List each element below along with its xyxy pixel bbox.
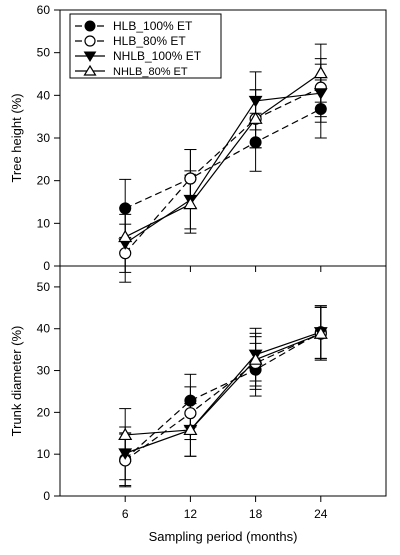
- bottom-panel-frame: [59, 265, 387, 497]
- legend-label-hlb-100: HLB_100% ET: [113, 19, 193, 33]
- top-y-tick-label: 30: [37, 131, 51, 145]
- top-series-line-hlb-80: [124, 87, 322, 254]
- bottom-point-hlb-100: [184, 394, 197, 407]
- bottom-point-hlb-80: [184, 407, 197, 420]
- x-axis-title: Sampling period (months): [149, 529, 298, 544]
- bottom-y-tick-label: 20: [37, 405, 51, 419]
- top-point-hlb-100: [314, 102, 327, 115]
- bottom-series-line-hlb-80: [124, 333, 322, 461]
- legend: HLB_100% ET HLB_80% ET NHLB_100% ET NHLB…: [69, 13, 222, 79]
- legend-entry-hlb-100: HLB_100% ET: [75, 19, 193, 33]
- top-point-nhlb-80: [118, 229, 133, 243]
- bottom-x-tick-label: 6: [122, 507, 129, 521]
- top-y-axis-title: Tree height (%): [9, 93, 24, 182]
- top-y-tick-label: 40: [37, 88, 51, 102]
- bottom-point-nhlb-80: [248, 352, 263, 365]
- top-point-hlb-100: [119, 202, 132, 215]
- legend-entry-hlb-80: HLB_80% ET: [75, 34, 186, 48]
- legend-label-hlb-80: HLB_80% ET: [113, 34, 186, 48]
- legend-entry-nhlb-80: NHLB_80% ET: [75, 64, 188, 78]
- bottom-series-line-nhlb-100: [124, 331, 321, 454]
- bottom-point-nhlb-80: [183, 422, 198, 436]
- bottom-y-tick-label: 40: [37, 322, 51, 336]
- bottom-series-line-hlb-100: [124, 331, 322, 460]
- bottom-y-axis-title: Trunk diameter (%): [9, 326, 24, 437]
- top-y-tick-label: 60: [37, 3, 51, 17]
- bottom-x-tick-label: 12: [184, 507, 198, 521]
- top-point-nhlb-80: [183, 196, 198, 210]
- bottom-plot-area: 0 10 20 30 40 50 6 12 18 24: [37, 280, 328, 521]
- bottom-point-nhlb-80: [313, 326, 328, 339]
- bottom-series-line-nhlb-80: [125, 333, 322, 436]
- bottom-y-tick-label: 50: [37, 280, 51, 294]
- top-point-hlb-100: [249, 136, 262, 149]
- legend-marker-filled-circle-icon: [84, 20, 96, 32]
- bottom-y-tick-label: 30: [37, 364, 51, 378]
- top-y-tick-label: 20: [37, 174, 51, 188]
- bottom-point-nhlb-80: [118, 427, 133, 441]
- top-point-nhlb-100: [313, 88, 328, 100]
- legend-label-nhlb-100: NHLB_100% ET: [113, 49, 202, 63]
- bottom-x-tick-label: 18: [249, 507, 263, 521]
- top-plot-area: 0 10 20 30 40 50 60: [37, 3, 328, 283]
- bottom-point-nhlb-100: [118, 448, 133, 460]
- bottom-y-tick-label: 0: [43, 489, 50, 503]
- top-point-nhlb-80: [313, 65, 328, 79]
- top-series-line-nhlb-80: [124, 72, 322, 238]
- legend-marker-filled-triangle-down-icon: [83, 51, 97, 62]
- bottom-y-tick-label: 10: [37, 447, 51, 461]
- top-series-line-hlb-100: [124, 108, 322, 209]
- top-y-tick-label: 0: [43, 259, 50, 273]
- legend-entry-nhlb-100: NHLB_100% ET: [75, 49, 202, 63]
- bottom-x-tick-label: 24: [314, 507, 328, 521]
- legend-marker-open-triangle-up-icon: [83, 64, 97, 76]
- top-point-nhlb-80: [248, 111, 263, 124]
- legend-label-nhlb-80: NHLB_80% ET: [113, 66, 188, 78]
- legend-marker-open-circle-icon: [84, 35, 96, 47]
- top-y-tick-label: 10: [37, 216, 51, 230]
- top-y-tick-label: 50: [37, 46, 51, 60]
- top-point-nhlb-100: [248, 95, 263, 108]
- top-series-line-nhlb-100: [124, 92, 321, 244]
- top-point-hlb-80: [184, 172, 197, 185]
